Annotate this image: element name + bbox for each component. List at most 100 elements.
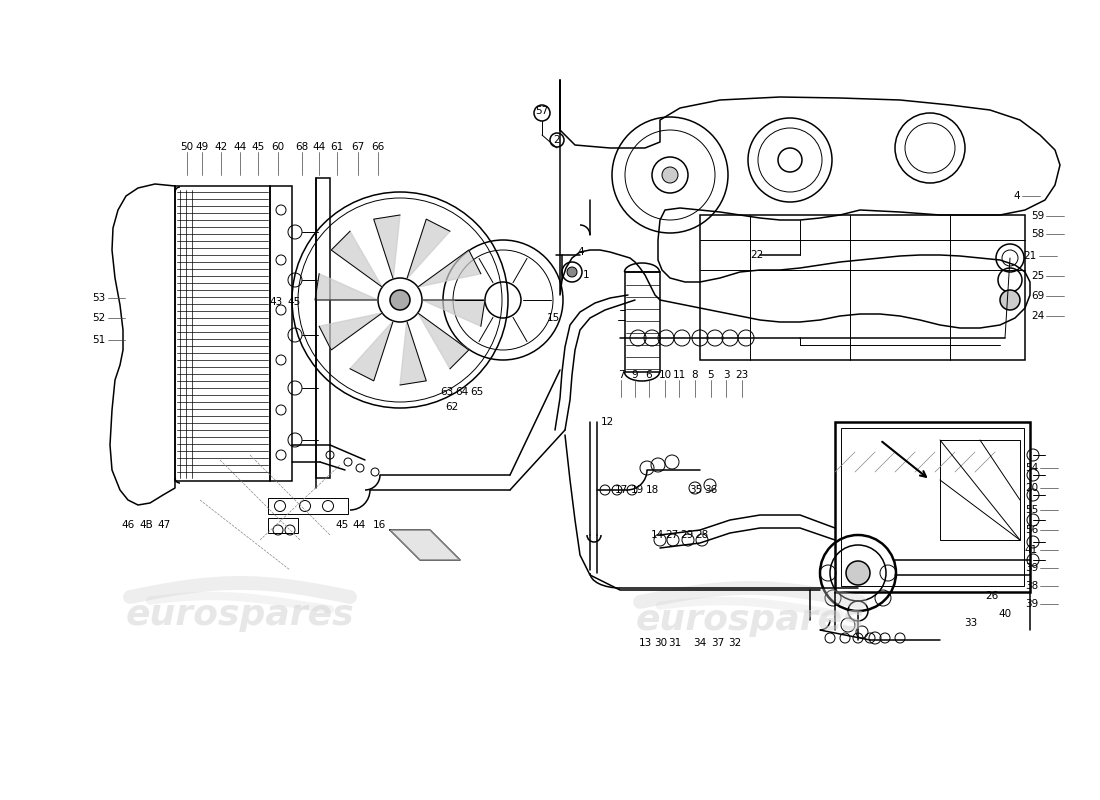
Text: 18: 18 xyxy=(646,485,659,495)
Polygon shape xyxy=(390,530,460,560)
Text: 24: 24 xyxy=(1031,311,1044,321)
Text: 32: 32 xyxy=(728,638,741,648)
Text: 12: 12 xyxy=(601,417,614,427)
Bar xyxy=(268,518,298,533)
Polygon shape xyxy=(407,219,450,279)
Text: 37: 37 xyxy=(712,638,725,648)
Text: 65: 65 xyxy=(471,387,484,397)
Text: 52: 52 xyxy=(91,313,104,323)
Text: 64: 64 xyxy=(455,387,469,397)
Text: eurospares: eurospares xyxy=(125,598,354,632)
Text: 26: 26 xyxy=(986,591,999,601)
Text: 28: 28 xyxy=(695,530,708,540)
Text: 57: 57 xyxy=(536,106,549,116)
Text: 58: 58 xyxy=(1031,229,1044,239)
Text: 11: 11 xyxy=(672,370,685,380)
Text: 56: 56 xyxy=(1025,525,1038,535)
Text: 61: 61 xyxy=(330,142,343,152)
Text: 68: 68 xyxy=(296,142,309,152)
Polygon shape xyxy=(331,231,382,287)
Text: 13: 13 xyxy=(638,638,651,648)
Text: 59: 59 xyxy=(1031,211,1044,221)
Text: 43: 43 xyxy=(270,297,283,307)
Text: 17: 17 xyxy=(615,485,628,495)
Text: 30: 30 xyxy=(654,638,668,648)
Text: 16: 16 xyxy=(373,520,386,530)
Text: 44: 44 xyxy=(312,142,326,152)
Bar xyxy=(700,215,1025,360)
Text: 34: 34 xyxy=(693,638,706,648)
Text: 50: 50 xyxy=(180,142,194,152)
Polygon shape xyxy=(400,321,427,385)
Text: 40: 40 xyxy=(999,609,1012,619)
Text: 60: 60 xyxy=(272,142,285,152)
Text: 67: 67 xyxy=(351,142,364,152)
Circle shape xyxy=(662,167,678,183)
Text: 44: 44 xyxy=(352,520,365,530)
Text: 1: 1 xyxy=(583,270,590,280)
Polygon shape xyxy=(315,274,378,300)
Text: 4: 4 xyxy=(1013,191,1020,201)
Text: 46: 46 xyxy=(121,520,134,530)
Circle shape xyxy=(846,561,870,585)
Text: 44: 44 xyxy=(233,142,246,152)
Text: 69: 69 xyxy=(1031,291,1044,301)
Circle shape xyxy=(378,278,422,322)
Text: 39: 39 xyxy=(1025,599,1038,609)
Text: 55: 55 xyxy=(1025,505,1038,515)
Text: 33: 33 xyxy=(965,618,978,628)
Text: 51: 51 xyxy=(91,335,104,345)
Text: 6: 6 xyxy=(646,370,652,380)
Text: 36: 36 xyxy=(704,485,717,495)
Text: 22: 22 xyxy=(750,250,763,260)
Text: 20: 20 xyxy=(1025,483,1038,493)
Polygon shape xyxy=(422,300,485,326)
Circle shape xyxy=(390,290,410,310)
Text: 4B: 4B xyxy=(139,520,153,530)
Text: 10: 10 xyxy=(659,370,672,380)
Text: 49: 49 xyxy=(196,142,209,152)
Polygon shape xyxy=(418,313,469,369)
Polygon shape xyxy=(319,313,382,350)
Text: 21: 21 xyxy=(1024,251,1037,261)
Text: 4: 4 xyxy=(578,247,584,257)
Text: 45: 45 xyxy=(252,142,265,152)
Circle shape xyxy=(566,267,578,277)
Text: 27: 27 xyxy=(666,530,679,540)
Text: 25: 25 xyxy=(1031,271,1044,281)
Text: 45: 45 xyxy=(336,520,349,530)
Text: 35: 35 xyxy=(690,485,703,495)
Text: 53: 53 xyxy=(91,293,104,303)
Bar xyxy=(268,498,348,514)
Polygon shape xyxy=(374,215,400,279)
Text: 23: 23 xyxy=(736,370,749,380)
Text: 5: 5 xyxy=(707,370,714,380)
Text: 3: 3 xyxy=(723,370,729,380)
Text: 45: 45 xyxy=(287,297,300,307)
Text: 7: 7 xyxy=(618,370,625,380)
Text: 14: 14 xyxy=(650,530,663,540)
Text: 66: 66 xyxy=(372,142,385,152)
Text: 31: 31 xyxy=(669,638,682,648)
Text: 41: 41 xyxy=(1025,545,1038,555)
Circle shape xyxy=(1000,290,1020,310)
Bar xyxy=(625,272,660,372)
Text: 39: 39 xyxy=(1025,563,1038,573)
Text: 54: 54 xyxy=(1025,463,1038,473)
Bar xyxy=(270,186,292,481)
Text: 8: 8 xyxy=(692,370,698,380)
Polygon shape xyxy=(350,321,393,381)
Text: 9: 9 xyxy=(631,370,638,380)
Text: 63: 63 xyxy=(440,387,453,397)
Text: 15: 15 xyxy=(547,313,560,323)
Text: eurospares: eurospares xyxy=(636,603,865,637)
Polygon shape xyxy=(418,250,481,287)
Text: 19: 19 xyxy=(630,485,644,495)
Text: 62: 62 xyxy=(446,402,459,412)
Text: 29: 29 xyxy=(681,530,694,540)
Text: 2: 2 xyxy=(553,135,560,145)
Text: 47: 47 xyxy=(157,520,170,530)
Bar xyxy=(175,186,270,481)
Bar xyxy=(835,422,1030,592)
Bar xyxy=(316,178,330,478)
